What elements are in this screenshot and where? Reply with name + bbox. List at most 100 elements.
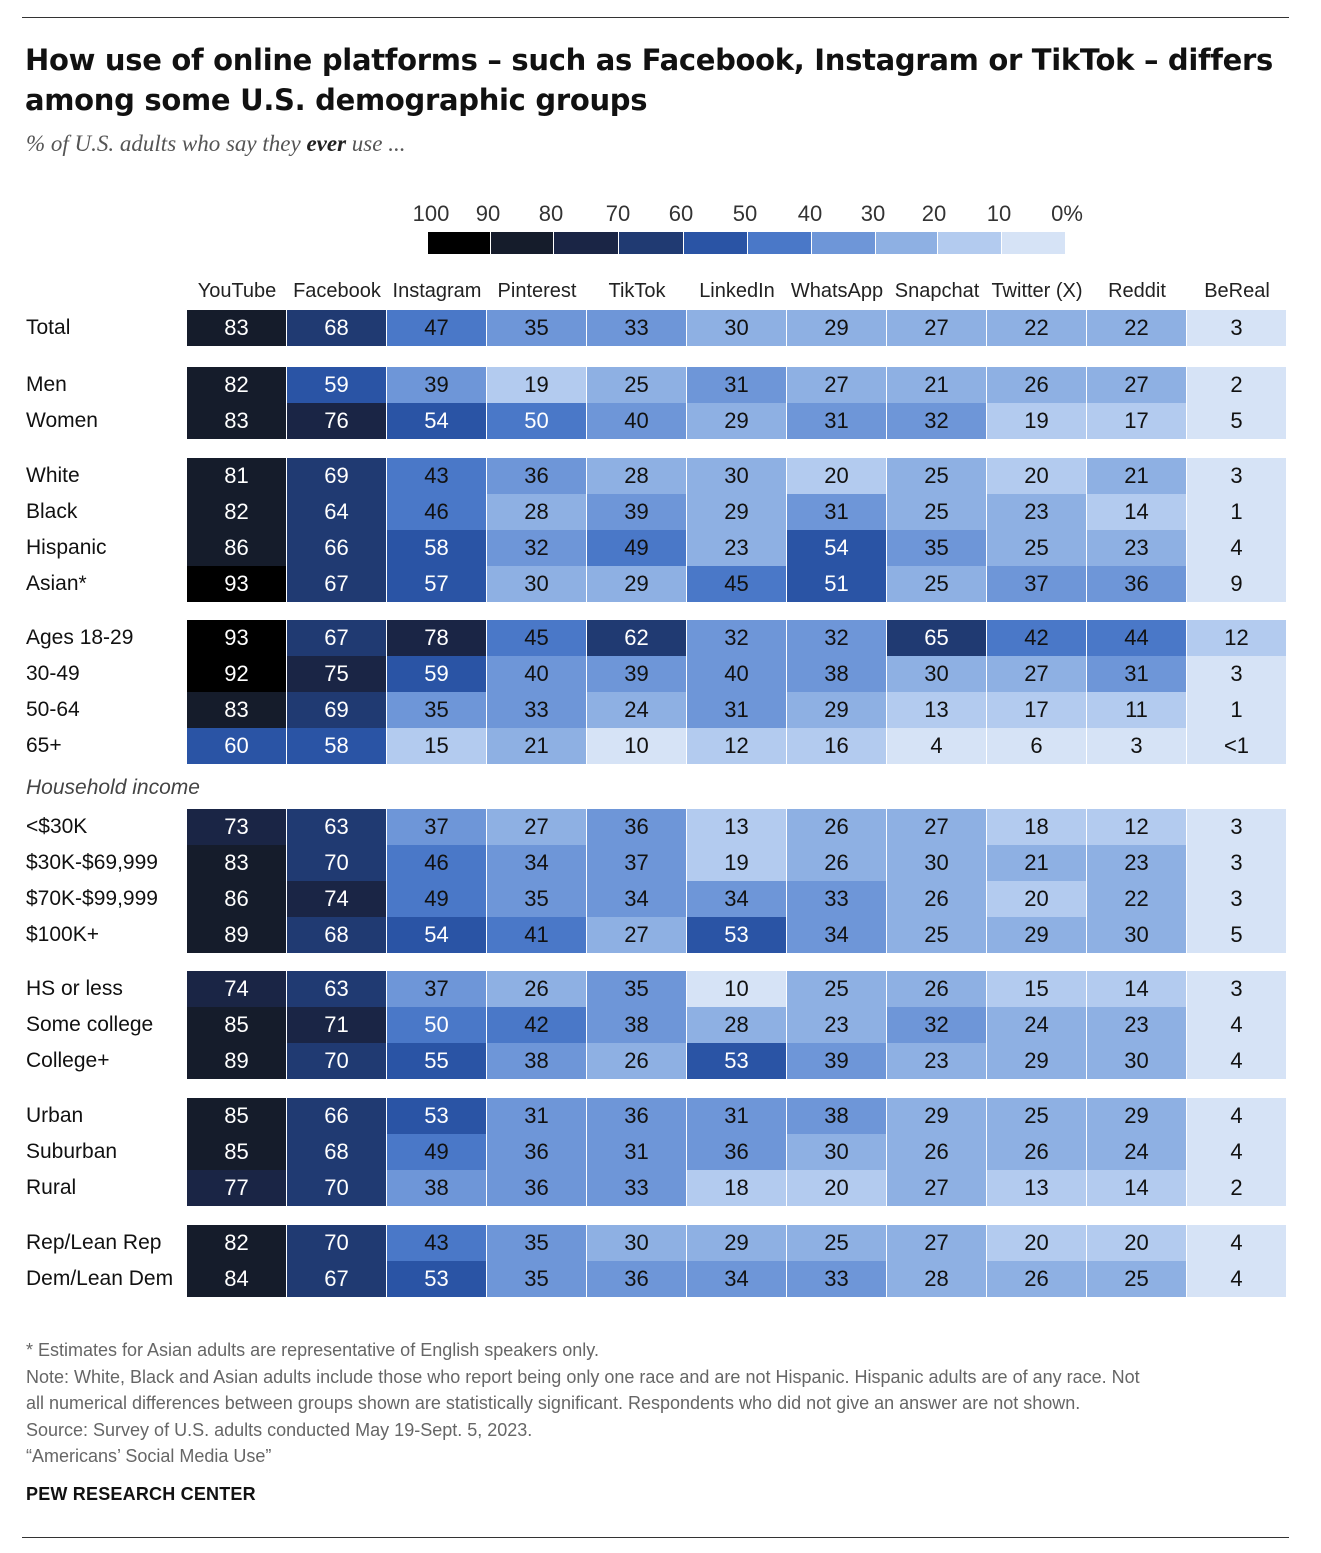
heatmap-cell: 12 (1087, 809, 1187, 845)
heatmap-cell: 3 (1187, 845, 1287, 881)
heatmap-cell: 29 (787, 692, 887, 728)
heatmap-cell: 35 (487, 881, 587, 917)
heatmap-cell: 45 (487, 620, 587, 656)
heatmap-cell: 28 (887, 1261, 987, 1297)
heatmap-cell: 39 (787, 1043, 887, 1079)
heatmap-cell: 54 (787, 530, 887, 566)
heatmap-cell: 29 (687, 403, 787, 439)
column-header: Reddit (1108, 280, 1166, 302)
heatmap-cell: 77 (187, 1170, 287, 1206)
heatmap-cell: 81 (187, 458, 287, 494)
heatmap-cell: 66 (287, 1098, 387, 1134)
subtitle-text-end: use ... (346, 131, 406, 156)
heatmap-cell: 37 (387, 809, 487, 845)
heatmap-cell: 22 (987, 310, 1087, 346)
heatmap-cell: 31 (687, 367, 787, 403)
heatmap-cell: 38 (487, 1043, 587, 1079)
legend-swatch (938, 232, 1001, 254)
heatmap-cell: 53 (687, 917, 787, 953)
heatmap-cell: 30 (687, 310, 787, 346)
heatmap-cell: 2 (1187, 1170, 1287, 1206)
heatmap-cell: 86 (187, 881, 287, 917)
heatmap-cell: 40 (687, 656, 787, 692)
row-label: College+ (26, 1049, 110, 1072)
heatmap-cell: 59 (387, 656, 487, 692)
row-label: 50-64 (26, 698, 80, 721)
heatmap-cell: 86 (187, 530, 287, 566)
heatmap-cell: 25 (987, 530, 1087, 566)
heatmap-cell: 29 (987, 917, 1087, 953)
heatmap-cell: 89 (187, 917, 287, 953)
heatmap-cell: 34 (587, 881, 687, 917)
heatmap-cell: 34 (487, 845, 587, 881)
heatmap-cell: 20 (987, 1225, 1087, 1261)
heatmap-cell: 85 (187, 1007, 287, 1043)
legend-label: 40 (797, 201, 823, 226)
heatmap-cell: 69 (287, 458, 387, 494)
heatmap-cell: 16 (787, 728, 887, 764)
column-header: LinkedIn (699, 280, 775, 302)
legend-swatch (1002, 232, 1065, 254)
heatmap-cell: 74 (187, 971, 287, 1007)
row-label: <$30K (26, 815, 88, 838)
heatmap-cell: 36 (687, 1134, 787, 1170)
row-label: Rural (26, 1176, 77, 1199)
heatmap-cell: 36 (487, 1170, 587, 1206)
heatmap-cell: 35 (887, 530, 987, 566)
heatmap-cell: 42 (987, 620, 1087, 656)
heatmap-cell: 4 (1187, 1225, 1287, 1261)
heatmap-cell: 21 (1087, 458, 1187, 494)
heatmap-cell: 36 (487, 458, 587, 494)
heatmap-cell: 49 (387, 881, 487, 917)
heatmap-cell: 67 (287, 566, 387, 602)
heatmap-cell: 36 (587, 1261, 687, 1297)
heatmap-cell: 27 (887, 1225, 987, 1261)
heatmap-cell: 70 (287, 1225, 387, 1261)
heatmap-cell: <1 (1187, 728, 1287, 764)
heatmap-cell: 23 (987, 494, 1087, 530)
heatmap-cell: 39 (587, 494, 687, 530)
row-label: Asian* (26, 572, 87, 595)
heatmap-cell: 12 (1187, 620, 1287, 656)
heatmap-cell: 78 (387, 620, 487, 656)
heatmap-cell: 34 (687, 881, 787, 917)
heatmap-cell: 36 (1087, 566, 1187, 602)
heatmap-cell: 54 (387, 917, 487, 953)
column-header: Snapchat (894, 280, 980, 302)
report-title: “Americans’ Social Media Use” (26, 1446, 272, 1466)
heatmap-cell: 44 (1087, 620, 1187, 656)
heatmap-cell: 26 (887, 1134, 987, 1170)
heatmap-cell: 59 (287, 367, 387, 403)
heatmap-cell: 54 (387, 403, 487, 439)
heatmap-cell: 4 (887, 728, 987, 764)
heatmap-cell: 50 (487, 403, 587, 439)
heatmap-cell: 26 (887, 971, 987, 1007)
heatmap-cell: 30 (587, 1225, 687, 1261)
row-label: Dem/Lean Dem (26, 1267, 174, 1290)
subtitle-text: % of U.S. adults who say they (26, 131, 307, 156)
heatmap-cell: 20 (987, 458, 1087, 494)
legend-label: 30 (860, 201, 886, 226)
heatmap-cell: 82 (187, 1225, 287, 1261)
pew-logo-text: PEW RESEARCH CENTER (26, 1484, 256, 1504)
heatmap-cell: 85 (187, 1134, 287, 1170)
legend-label: 20 (921, 201, 947, 226)
heatmap-cell: 23 (887, 1043, 987, 1079)
heatmap-cell: 10 (687, 971, 787, 1007)
heatmap-cell: 70 (287, 845, 387, 881)
heatmap-cell: 38 (587, 1007, 687, 1043)
heatmap-cell: 66 (287, 530, 387, 566)
heatmap-cell: 15 (387, 728, 487, 764)
heatmap-cell: 24 (1087, 1134, 1187, 1170)
heatmap-cell: 85 (187, 1098, 287, 1134)
heatmap-cell: 33 (587, 310, 687, 346)
legend-label: 60 (668, 201, 694, 226)
heatmap-cell: 46 (387, 845, 487, 881)
heatmap-cell: 14 (1087, 971, 1187, 1007)
heatmap-cell: 20 (987, 881, 1087, 917)
heatmap-cell: 43 (387, 458, 487, 494)
heatmap-cell: 23 (1087, 1007, 1187, 1043)
heatmap-cell: 25 (987, 1098, 1087, 1134)
heatmap-cell: 40 (487, 656, 587, 692)
heatmap-cell: 62 (587, 620, 687, 656)
